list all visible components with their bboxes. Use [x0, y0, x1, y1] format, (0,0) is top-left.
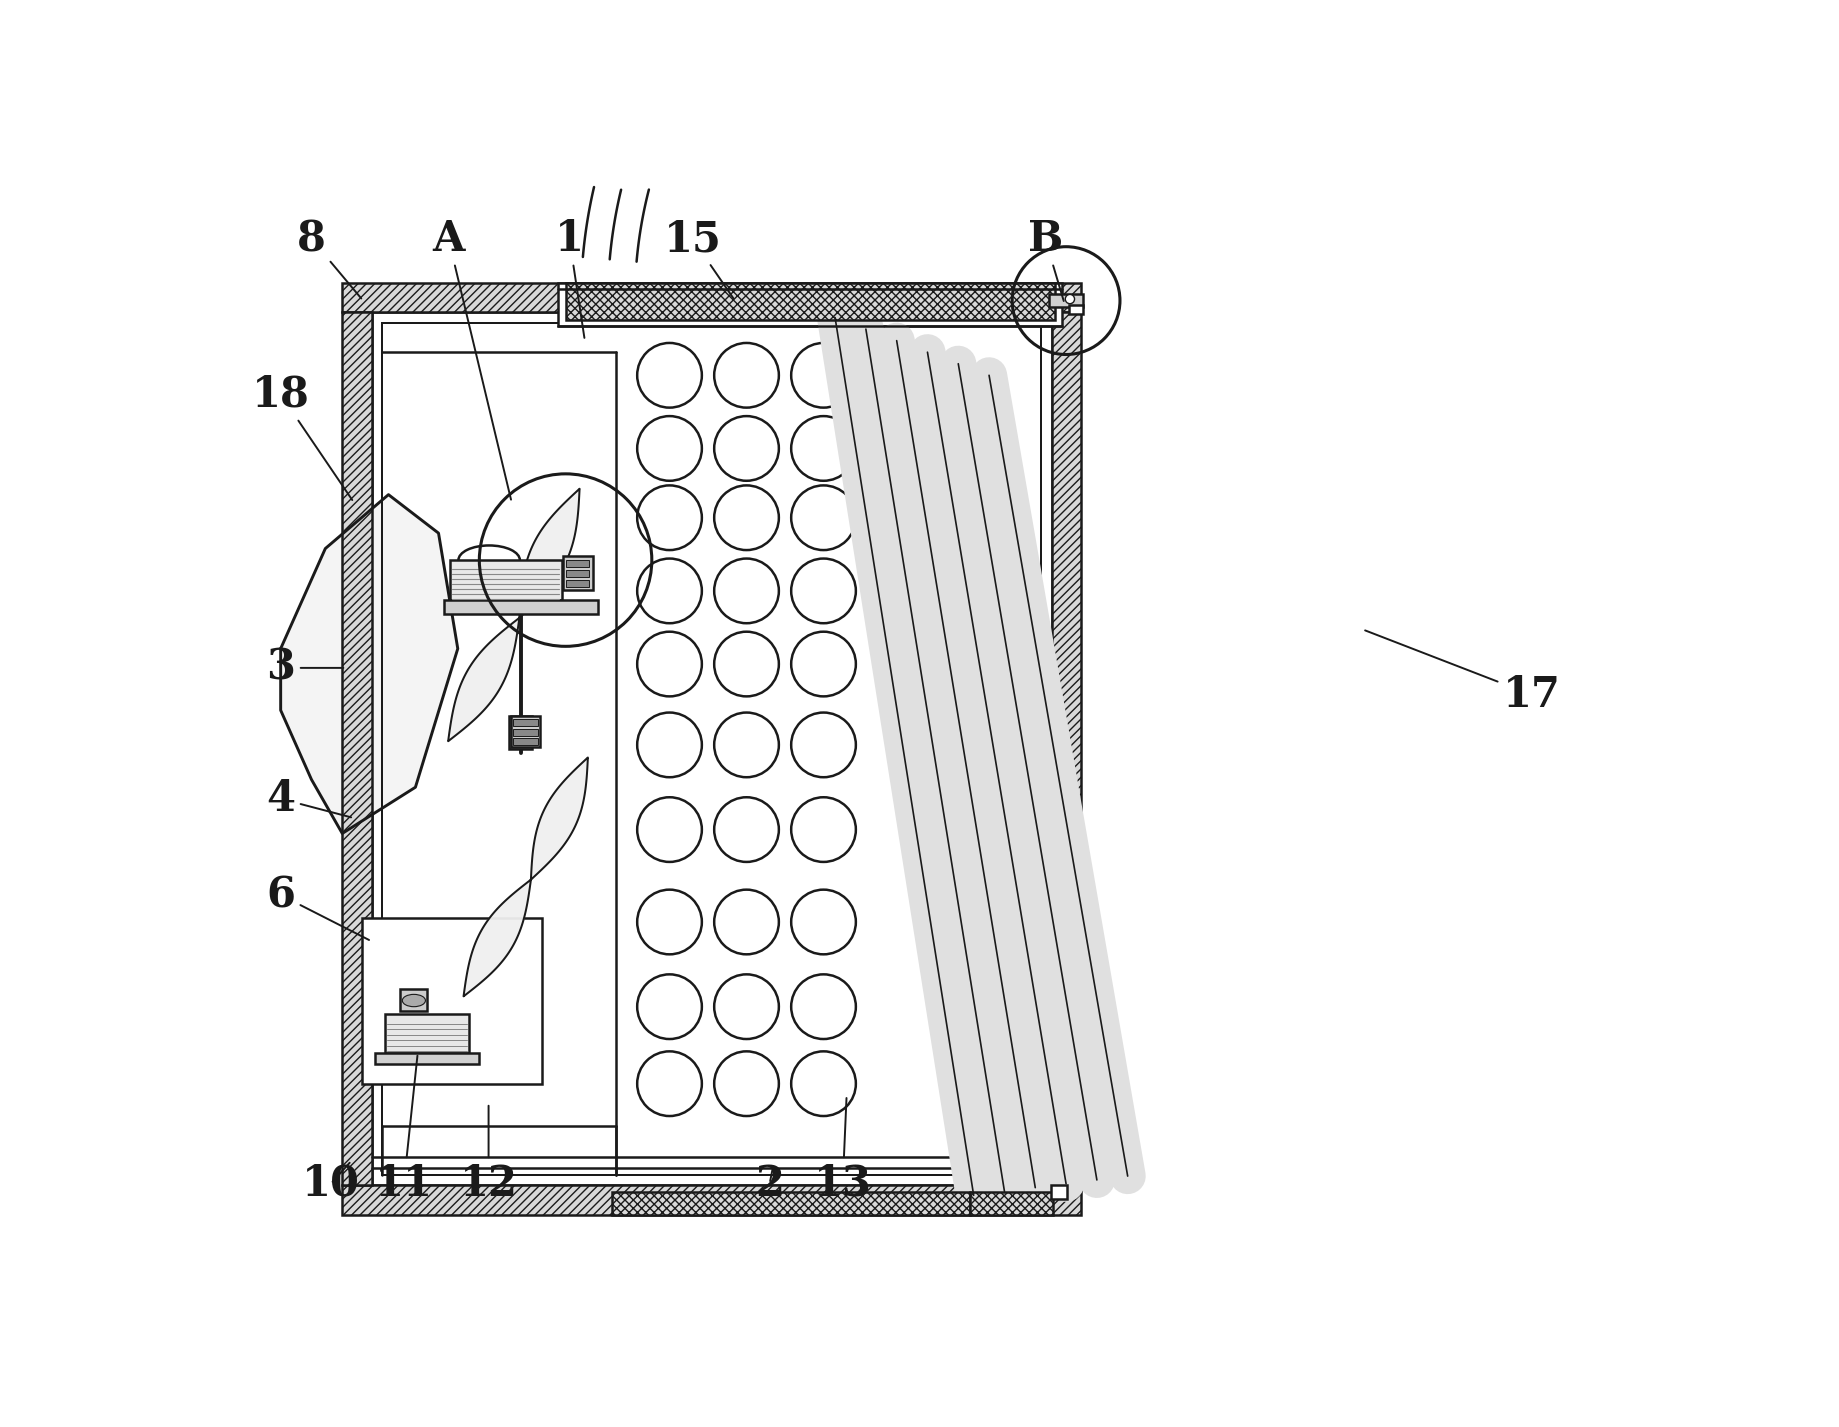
Text: 12: 12	[460, 1106, 517, 1204]
Bar	[557, 283, 1063, 325]
Circle shape	[714, 485, 780, 549]
Text: 6: 6	[267, 875, 370, 940]
Circle shape	[791, 342, 855, 408]
Circle shape	[636, 1052, 702, 1116]
Text: B: B	[1028, 218, 1063, 301]
Bar	[1048, 294, 1083, 307]
Circle shape	[636, 889, 702, 955]
Bar	[1052, 313, 1081, 1186]
Bar	[384, 1015, 469, 1053]
Bar	[1052, 1186, 1067, 1199]
Text: A: A	[432, 218, 511, 499]
Circle shape	[714, 798, 780, 862]
Text: 1: 1	[555, 218, 585, 338]
Circle shape	[714, 889, 780, 955]
Bar	[513, 738, 537, 745]
Text: 15: 15	[664, 218, 734, 298]
Bar	[566, 283, 1054, 320]
Bar	[371, 313, 1052, 1186]
Bar	[563, 557, 592, 591]
Bar	[401, 989, 427, 1010]
Circle shape	[636, 558, 702, 624]
Text: 11: 11	[375, 1056, 432, 1204]
Text: 4: 4	[267, 778, 351, 819]
Text: 8: 8	[298, 218, 360, 298]
Circle shape	[714, 632, 780, 696]
Bar	[566, 571, 590, 577]
Circle shape	[714, 558, 780, 624]
Bar	[443, 601, 598, 614]
Bar	[566, 581, 590, 586]
Bar	[375, 1053, 480, 1065]
Polygon shape	[281, 495, 458, 833]
Circle shape	[1065, 294, 1074, 304]
Bar	[513, 719, 537, 726]
Circle shape	[791, 975, 855, 1039]
Circle shape	[791, 632, 855, 696]
Bar	[969, 1193, 1054, 1216]
Circle shape	[791, 558, 855, 624]
Ellipse shape	[403, 995, 425, 1006]
Circle shape	[714, 1052, 780, 1116]
Text: 10: 10	[302, 1163, 360, 1204]
Circle shape	[714, 342, 780, 408]
Bar	[1068, 305, 1083, 314]
Bar	[513, 729, 537, 736]
Circle shape	[636, 485, 702, 549]
Circle shape	[636, 632, 702, 696]
Polygon shape	[463, 879, 531, 996]
Circle shape	[714, 417, 780, 481]
Bar	[511, 716, 541, 748]
Circle shape	[791, 712, 855, 778]
Bar	[342, 283, 1081, 1214]
Bar	[342, 1186, 1081, 1214]
Bar	[451, 559, 561, 601]
Polygon shape	[519, 488, 579, 618]
Text: 17: 17	[1365, 631, 1561, 716]
Circle shape	[636, 417, 702, 481]
Bar	[362, 918, 543, 1083]
Circle shape	[791, 1052, 855, 1116]
Circle shape	[636, 798, 702, 862]
Circle shape	[636, 975, 702, 1039]
Text: 13: 13	[815, 1097, 872, 1204]
Bar	[612, 1193, 969, 1216]
Circle shape	[791, 485, 855, 549]
Circle shape	[714, 712, 780, 778]
Bar	[509, 716, 533, 749]
Bar	[342, 283, 1081, 313]
Bar	[383, 323, 1041, 1174]
Text: 18: 18	[252, 374, 353, 499]
Text: 3: 3	[267, 646, 344, 689]
Text: 2: 2	[756, 1163, 783, 1204]
Polygon shape	[531, 758, 588, 879]
Bar	[342, 313, 371, 1186]
Circle shape	[791, 889, 855, 955]
Circle shape	[636, 712, 702, 778]
Polygon shape	[449, 618, 519, 741]
Circle shape	[791, 417, 855, 481]
Bar	[566, 559, 590, 567]
Circle shape	[636, 342, 702, 408]
Circle shape	[791, 798, 855, 862]
Circle shape	[714, 975, 780, 1039]
